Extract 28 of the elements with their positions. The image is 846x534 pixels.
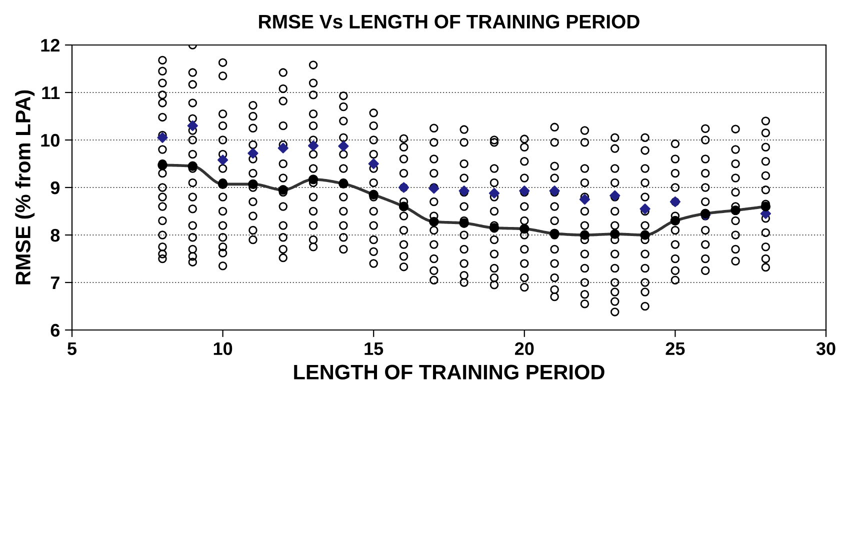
- y-axis-title: RMSE (% from LPA): [15, 90, 35, 284]
- x-tick-label: 20: [514, 342, 534, 356]
- point: [157, 132, 168, 143]
- x-tick-label: 15: [364, 342, 384, 356]
- y-tick-label: 7: [50, 276, 60, 290]
- point: [579, 194, 590, 205]
- point: [640, 204, 650, 214]
- point: [338, 140, 349, 152]
- chart-title: RMSE Vs LENGTH OF TRAINING PERIOD: [259, 14, 640, 29]
- x-axis-title: LENGTH OF TRAINING PERIOD: [294, 364, 604, 380]
- point: [488, 188, 500, 198]
- x-tick-label: 5: [68, 342, 77, 356]
- point: [278, 142, 288, 154]
- y-tick-label: 11: [42, 86, 60, 100]
- point: [368, 158, 379, 170]
- point: [187, 120, 198, 132]
- x-tick-label: 25: [666, 342, 685, 356]
- y-tick-label: 6: [50, 324, 60, 337]
- x-tick-label: 10: [214, 342, 232, 356]
- x-tick-label: 30: [816, 342, 836, 356]
- point: [248, 148, 258, 159]
- y-tick-label: 12: [41, 38, 60, 52]
- point: [308, 140, 319, 151]
- y-tick-label: 10: [41, 134, 60, 147]
- y-tick-label: 9: [50, 181, 60, 194]
- point: [610, 190, 620, 201]
- point: [218, 154, 228, 166]
- y-tick-label: 8: [50, 228, 60, 242]
